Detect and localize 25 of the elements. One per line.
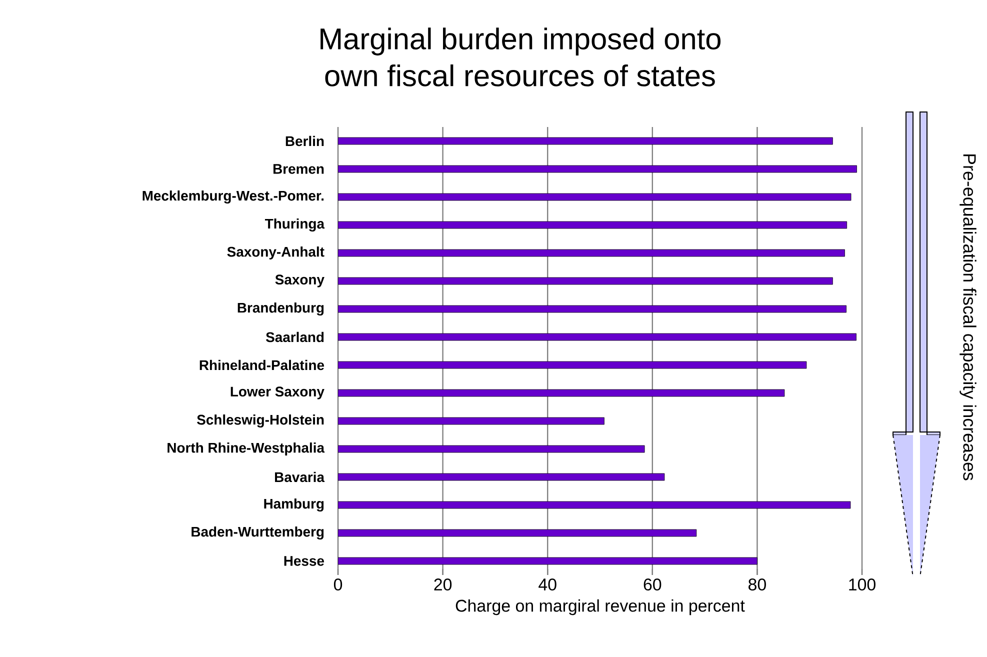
- y-tick-label: Brandenburg: [238, 302, 324, 316]
- x-tick-label: 60: [644, 578, 662, 591]
- x-tick-label: 0: [334, 578, 342, 591]
- y-tick-label: Berlin: [286, 136, 324, 146]
- x-axis-title: Charge on margiral revenue in percent: [456, 599, 745, 616]
- y-tick-label: Hamburg: [264, 498, 324, 512]
- y-tick-label: Mecklemburg-West.-Pomer.: [142, 190, 324, 204]
- y-tick-label: Saxony: [275, 274, 324, 288]
- x-tick-label: 20: [434, 578, 452, 591]
- y-tick-label: Schleswig-Holstein: [197, 414, 324, 428]
- x-tick-label: 80: [748, 578, 766, 591]
- y-tick-label: Thuringa: [264, 218, 325, 232]
- y-tick-label: Baden-Wurttemberg: [192, 526, 324, 540]
- y-tick-label: Rhineland-Palatine: [200, 360, 324, 370]
- y-tick-label: Bavaria: [275, 472, 325, 482]
- y-tick-label: Hesse: [284, 556, 324, 566]
- text: Pre-equalization fiscal capacity increases: [960, 154, 976, 480]
- y-tick-label: Lower Saxony: [230, 386, 324, 400]
- chart-title: Marginal burden imposed onto own fiscal resources of states: [320, 28, 721, 86]
- x-tick-label: 100: [849, 578, 876, 591]
- x-tick-label: 40: [538, 578, 556, 591]
- y-tick-label: Saarland: [266, 332, 324, 342]
- y-tick-label: Saxony-Anhalt: [227, 246, 324, 260]
- y-tick-label: Bremen: [273, 164, 324, 174]
- y-tick-label: North Rhine-Westphalia: [168, 442, 325, 456]
